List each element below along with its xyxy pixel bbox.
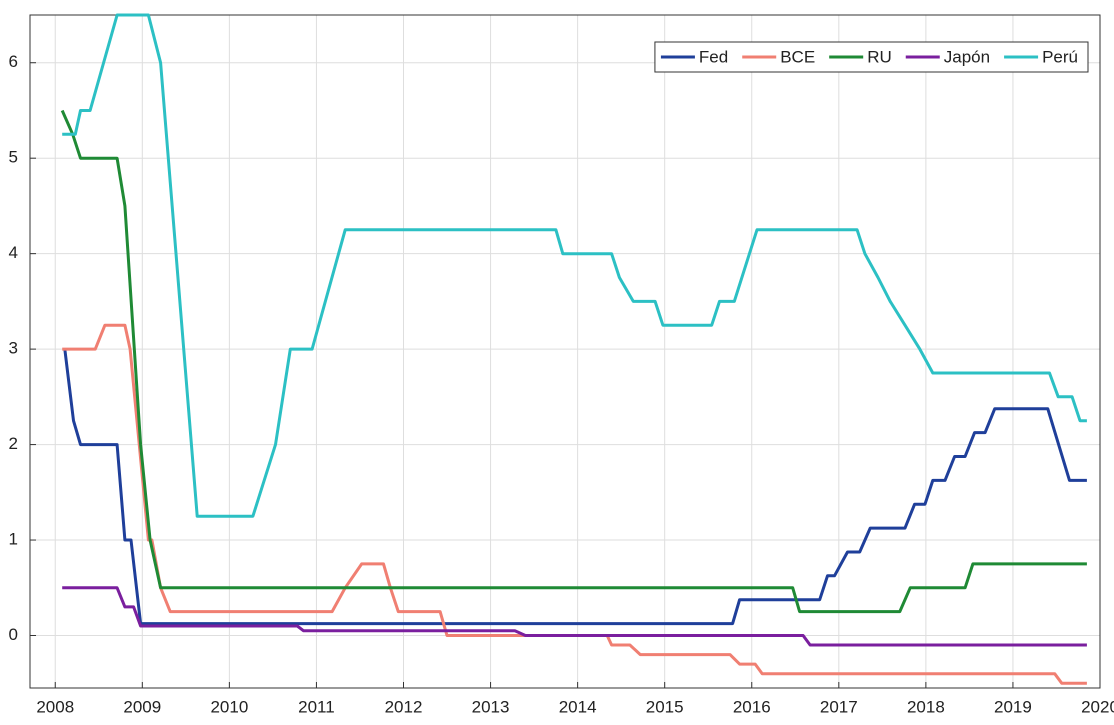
y-tick-label: 5 (9, 148, 18, 167)
legend-label: Perú (1042, 47, 1078, 66)
legend-label: Fed (699, 47, 728, 66)
x-tick-label: 2020 (1081, 697, 1114, 716)
y-tick-label: 4 (9, 243, 18, 262)
legend: Fed BCE RU Japón Perú (654, 41, 1089, 73)
x-tick-label: 2013 (472, 697, 510, 716)
y-tick-label: 6 (9, 52, 18, 71)
y-tick-label: 2 (9, 434, 18, 453)
legend-label: BCE (780, 47, 815, 66)
x-tick-label: 2012 (385, 697, 423, 716)
y-tick-label: 0 (9, 625, 18, 644)
x-tick-label: 2011 (298, 697, 335, 716)
y-tick-label: 1 (9, 530, 18, 549)
x-tick-label: 2019 (994, 697, 1032, 716)
y-tick-label: 3 (9, 339, 18, 358)
legend-label: Japón (944, 47, 990, 66)
x-tick-label: 2018 (907, 697, 945, 716)
x-tick-label: 2016 (733, 697, 771, 716)
series-line (63, 348, 1087, 626)
x-tick-label: 2008 (36, 697, 74, 716)
series-line (62, 13, 1087, 518)
legend-label: RU (867, 47, 892, 66)
series-line (60, 109, 1087, 614)
x-tick-label: 2017 (820, 697, 858, 716)
x-tick-label: 2015 (646, 697, 684, 716)
x-tick-label: 2014 (559, 697, 597, 716)
series-line (62, 586, 1087, 647)
x-tick-label: 2009 (123, 697, 161, 716)
axes-box (29, 14, 1101, 689)
x-tick-label: 2010 (210, 697, 248, 716)
